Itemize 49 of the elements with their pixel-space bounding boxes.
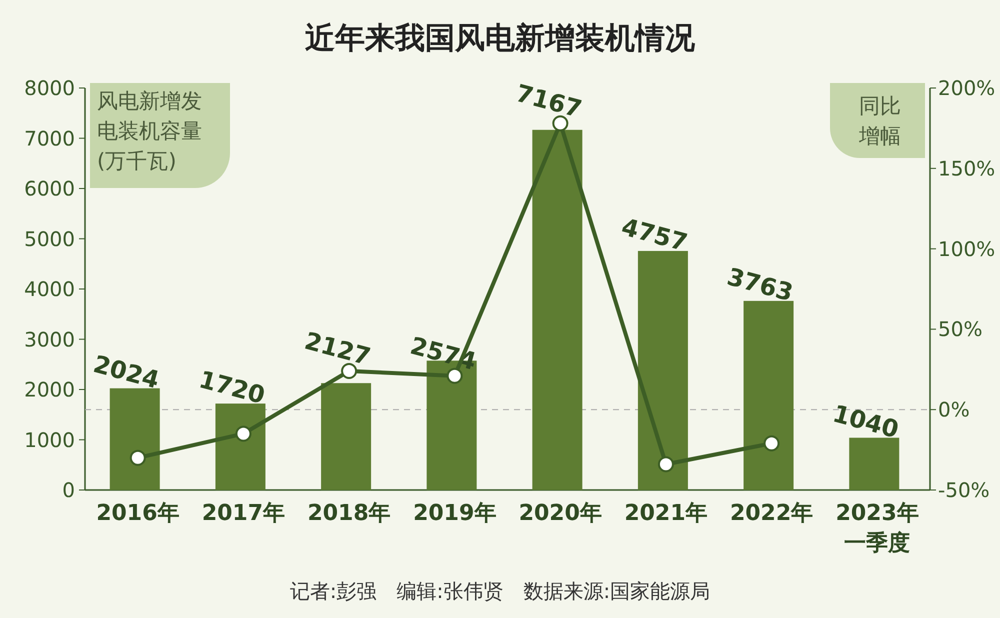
- data-label: 1040: [830, 400, 902, 444]
- bar: [110, 388, 160, 490]
- y2-tick-label: 100%: [938, 236, 996, 261]
- data-label: 2024: [90, 350, 162, 394]
- x-tick-label: 2017年: [202, 501, 286, 526]
- data-label: 7167: [512, 79, 585, 124]
- y-tick-label: 8000: [24, 76, 75, 100]
- x-tick-label: 2016年: [96, 501, 180, 526]
- data-label: 4757: [618, 212, 690, 258]
- y2-tick-label: 0%: [938, 398, 970, 422]
- y2-tick-label: -50%: [938, 478, 990, 502]
- y-tick-label: 5000: [24, 226, 75, 251]
- y-tick-label: 0: [62, 478, 75, 502]
- bar: [532, 130, 582, 490]
- y-tick-label: 6000: [24, 176, 75, 200]
- point: [552, 115, 568, 132]
- data-label: 2127: [302, 326, 374, 372]
- x-tick-label: 2021年: [624, 501, 708, 526]
- chart-title: 近年来我国风电新增装机情况: [305, 21, 696, 56]
- y2-tick-label: 50%: [938, 317, 982, 342]
- point: [235, 426, 252, 442]
- y2-tick-label: 200%: [938, 76, 996, 100]
- text: 记者:彭强 编辑:张伟贤 数据来源:国家能源局: [290, 579, 710, 603]
- x-tick-label: 2019年: [413, 501, 496, 526]
- y2-axis-title: 同比增幅: [858, 94, 901, 148]
- bar: [744, 300, 794, 490]
- y-tick-label: 1000: [24, 428, 75, 452]
- x-tick-label: 2023年一季度: [836, 501, 919, 556]
- bar: [215, 404, 266, 490]
- bar: [849, 438, 900, 490]
- y-tick-label: 7000: [24, 126, 75, 150]
- x-tick-label: 2018年: [307, 501, 391, 526]
- point: [446, 368, 463, 384]
- x-tick-label: 2020年: [518, 501, 602, 526]
- bar: [638, 250, 688, 490]
- y-tick-label: 3000: [24, 327, 75, 352]
- y-tick-label: 2000: [24, 378, 75, 402]
- y-axis-title: 风电新增发电装机容量(万千瓦): [97, 89, 202, 173]
- y-tick-label: 4000: [24, 277, 75, 301]
- point: [658, 456, 674, 472]
- point: [130, 450, 146, 466]
- data-label: 1720: [196, 365, 268, 410]
- data-label: 2574: [407, 332, 480, 376]
- point: [341, 363, 358, 380]
- x-tick-label: 2022年: [730, 501, 814, 526]
- bar: [321, 383, 372, 490]
- point: [764, 435, 780, 452]
- y2-tick-label: 150%: [938, 156, 996, 180]
- data-label: 3763: [724, 262, 796, 308]
